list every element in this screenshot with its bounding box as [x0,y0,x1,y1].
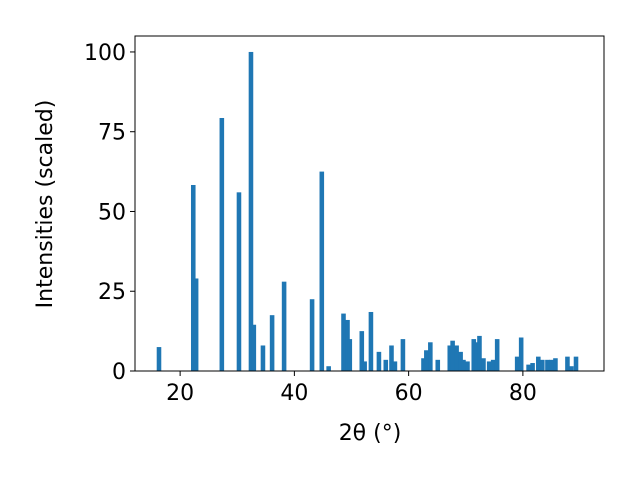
bar [421,358,426,371]
bar [309,299,315,371]
y-tick-label: 75 [98,121,126,146]
bar [326,366,331,371]
bar [347,339,353,371]
bar [362,361,367,371]
bar [260,345,266,371]
x-tick-label: 40 [280,381,308,406]
bar [569,366,574,371]
plot-frame [134,35,605,372]
bar [424,350,429,371]
bar [341,313,346,371]
bar [518,337,524,371]
bar [190,184,196,371]
y-tick-label: 50 [98,200,126,225]
bar [156,347,162,371]
bar [573,356,579,371]
bar [553,358,558,371]
bar [389,345,394,371]
bar [474,342,479,371]
bar [471,339,477,371]
bar [236,192,242,371]
bar [514,356,520,371]
bar [494,339,500,371]
x-axis-label: 2θ (°) [339,421,402,446]
bar [526,364,531,371]
bar [481,358,486,371]
bar [359,331,365,371]
bar [251,324,257,371]
bar [428,342,433,371]
bar [248,51,254,371]
bar [400,339,406,371]
y-tick-label: 0 [112,360,126,385]
bar [545,359,550,371]
bar [458,351,463,371]
bar [565,356,570,371]
bar [376,351,382,371]
bar [465,361,470,371]
bar [447,345,453,371]
bar [454,345,459,371]
y-tick-label: 100 [84,41,126,66]
bar [269,315,275,371]
bar [193,278,199,371]
bar [281,281,287,371]
bar [461,359,466,371]
bar [486,361,492,371]
x-tick-label: 60 [395,381,423,406]
x-tick-label: 80 [509,381,537,406]
bar [549,359,554,371]
x-tick-label: 20 [166,381,194,406]
bar [477,335,482,371]
bar [368,311,374,371]
bar [435,359,441,371]
y-axis-label: Intensities (scaled) [33,100,58,309]
bar [540,359,545,371]
bar [383,359,389,371]
bar [319,171,325,371]
bar [450,340,455,371]
bar [219,117,225,371]
bar [530,363,535,371]
bar [536,356,541,371]
bar [392,361,398,371]
y-tick-label: 25 [98,280,126,305]
bar [490,359,496,371]
